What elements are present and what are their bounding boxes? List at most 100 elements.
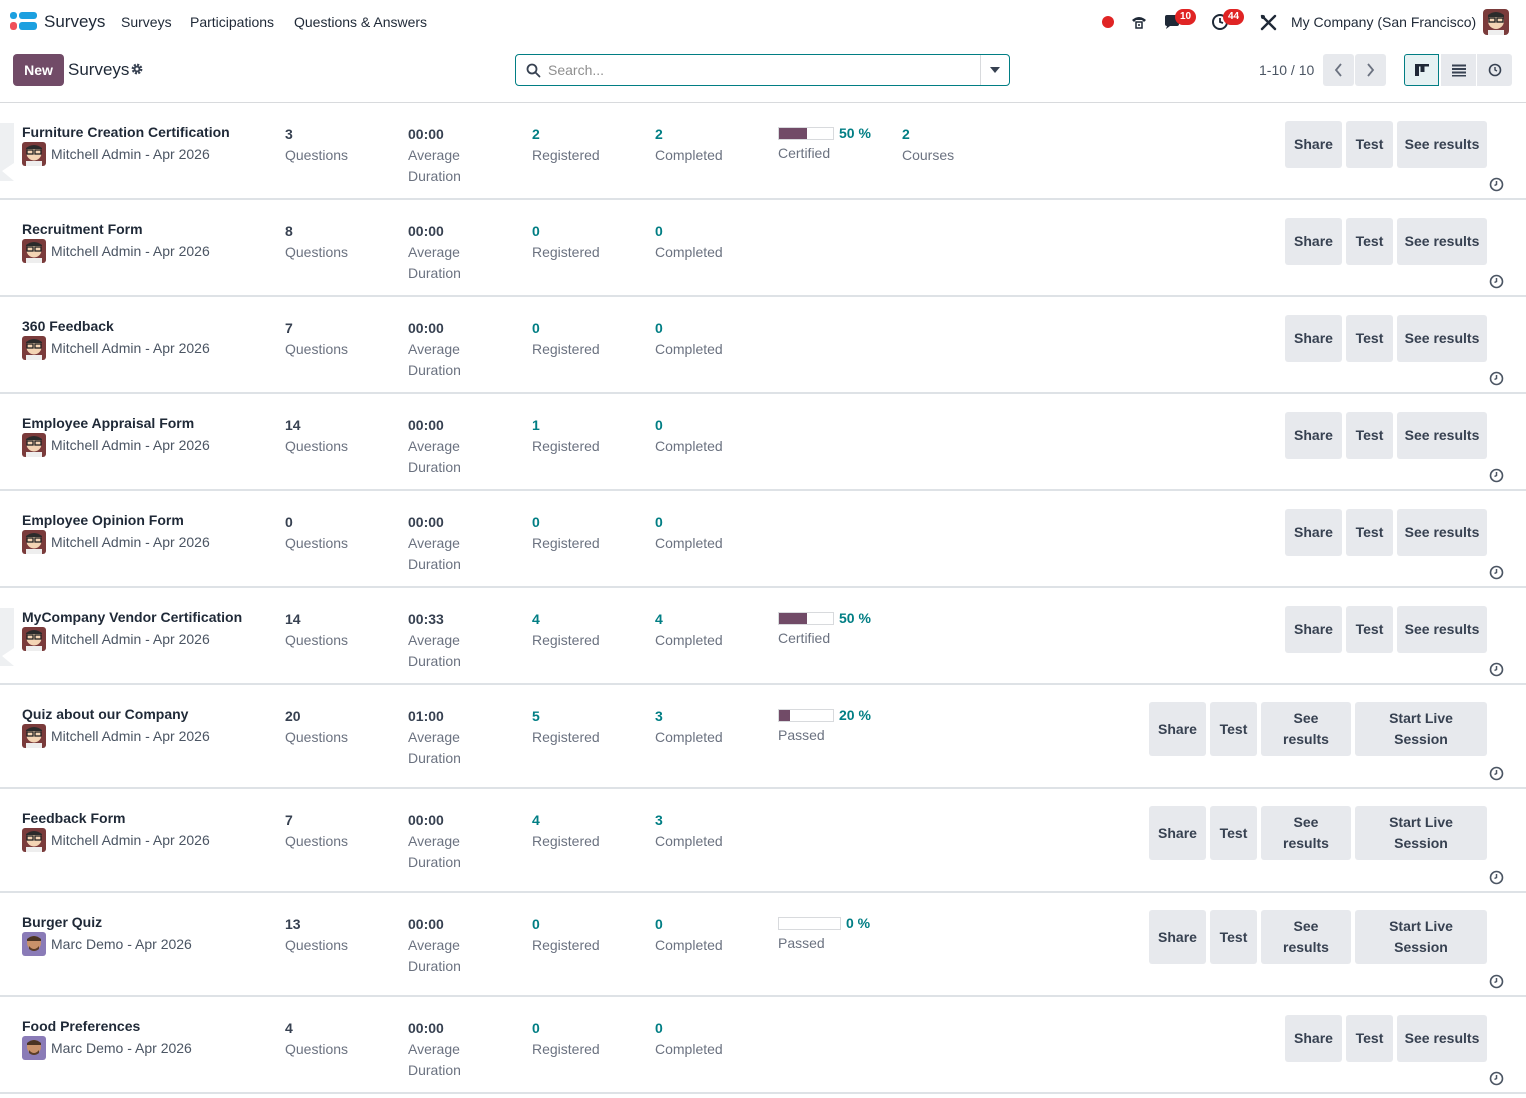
survey-title[interactable]: Quiz about our Company bbox=[22, 706, 189, 722]
registered-stat[interactable]: 5 Registered bbox=[532, 706, 600, 748]
registered-stat[interactable]: 4 Registered bbox=[532, 609, 600, 651]
completed-count[interactable]: 0 bbox=[655, 514, 663, 530]
test-button[interactable]: Test bbox=[1346, 509, 1393, 556]
survey-row[interactable]: Employee Appraisal Form Mitchell Admin - … bbox=[0, 394, 1526, 491]
activity-clock-icon[interactable] bbox=[1489, 766, 1504, 781]
share-button[interactable]: Share bbox=[1149, 910, 1206, 964]
survey-title[interactable]: Burger Quiz bbox=[22, 914, 103, 930]
activity-clock-icon[interactable] bbox=[1489, 177, 1504, 192]
completed-stat[interactable]: 4 Completed bbox=[655, 609, 723, 651]
completed-stat[interactable]: 0 Completed bbox=[655, 512, 723, 554]
survey-title[interactable]: Food Preferences bbox=[22, 1018, 141, 1034]
activity-view-button[interactable] bbox=[1477, 54, 1512, 86]
start-live-session-button[interactable]: Start Live Session bbox=[1355, 702, 1487, 756]
see-results-button[interactable]: See results bbox=[1397, 315, 1487, 362]
phone-icon[interactable] bbox=[1128, 11, 1150, 33]
registered-count[interactable]: 2 bbox=[532, 126, 540, 142]
see-results-button[interactable]: See results bbox=[1397, 509, 1487, 556]
test-button[interactable]: Test bbox=[1210, 806, 1257, 860]
app-name[interactable]: Surveys bbox=[44, 12, 106, 31]
completed-stat[interactable]: 3 Completed bbox=[655, 810, 723, 852]
start-live-session-button[interactable]: Start Live Session bbox=[1355, 806, 1487, 860]
search-bar[interactable] bbox=[515, 54, 1010, 86]
see-results-button[interactable]: See results bbox=[1397, 121, 1487, 168]
list-view-button[interactable] bbox=[1441, 54, 1476, 86]
completed-stat[interactable]: 0 Completed bbox=[655, 318, 723, 360]
test-button[interactable]: Test bbox=[1346, 606, 1393, 653]
gear-icon[interactable] bbox=[130, 62, 144, 76]
survey-title[interactable]: 360 Feedback bbox=[22, 318, 114, 334]
new-button[interactable]: New bbox=[13, 54, 64, 86]
survey-title[interactable]: Employee Appraisal Form bbox=[22, 415, 195, 431]
share-button[interactable]: Share bbox=[1285, 1015, 1342, 1062]
activity-clock-icon[interactable] bbox=[1489, 662, 1504, 677]
completed-stat[interactable]: 0 Completed bbox=[655, 415, 723, 457]
completed-stat[interactable]: 0 Completed bbox=[655, 1018, 723, 1060]
registered-stat[interactable]: 1 Registered bbox=[532, 415, 600, 457]
see-results-button[interactable]: See results bbox=[1397, 606, 1487, 653]
pager-previous-button[interactable] bbox=[1323, 54, 1354, 86]
menu-participations[interactable]: Participations bbox=[190, 14, 275, 30]
registered-count[interactable]: 4 bbox=[532, 611, 540, 627]
registered-count[interactable]: 0 bbox=[532, 223, 540, 239]
activity-clock-icon[interactable] bbox=[1489, 468, 1504, 483]
share-button[interactable]: Share bbox=[1149, 806, 1206, 860]
test-button[interactable]: Test bbox=[1346, 315, 1393, 362]
registered-count[interactable]: 0 bbox=[532, 320, 540, 336]
company-switcher[interactable]: My Company (San Francisco) bbox=[1291, 14, 1477, 30]
activity-clock-icon[interactable] bbox=[1489, 565, 1504, 580]
registered-count[interactable]: 5 bbox=[532, 708, 540, 724]
share-button[interactable]: Share bbox=[1285, 315, 1342, 362]
survey-row[interactable]: MyCompany Vendor Certification Mitchell A… bbox=[0, 588, 1526, 685]
survey-title[interactable]: Furniture Creation Certification bbox=[22, 124, 230, 140]
survey-row[interactable]: Furniture Creation Certification Mitchell… bbox=[0, 103, 1526, 200]
survey-row[interactable]: Feedback Form Mitchell Admin - Apr 2026 7 Q… bbox=[0, 789, 1526, 893]
registered-stat[interactable]: 0 Registered bbox=[532, 318, 600, 360]
survey-row[interactable]: Quiz about our Company Mitchell Admin - A… bbox=[0, 685, 1526, 789]
registered-count[interactable]: 0 bbox=[532, 1020, 540, 1036]
registered-count[interactable]: 0 bbox=[532, 514, 540, 530]
completed-count[interactable]: 0 bbox=[655, 916, 663, 932]
share-button[interactable]: Share bbox=[1149, 702, 1206, 756]
registered-stat[interactable]: 0 Registered bbox=[532, 512, 600, 554]
see-results-button[interactable]: See results bbox=[1397, 218, 1487, 265]
survey-row[interactable]: Burger Quiz Marc Demo - Apr 2026 13 Questio… bbox=[0, 893, 1526, 997]
search-input[interactable] bbox=[548, 56, 978, 84]
share-button[interactable]: Share bbox=[1285, 509, 1342, 556]
see-results-button[interactable]: See results bbox=[1397, 412, 1487, 459]
survey-title[interactable]: Feedback Form bbox=[22, 810, 126, 826]
app-grid-icon[interactable] bbox=[10, 12, 38, 32]
registered-stat[interactable]: 0 Registered bbox=[532, 1018, 600, 1060]
activity-clock-icon[interactable] bbox=[1489, 371, 1504, 386]
survey-row[interactable]: Recruitment Form Mitchell Admin - Apr 202… bbox=[0, 200, 1526, 297]
activity-clock-icon[interactable] bbox=[1489, 870, 1504, 885]
test-button[interactable]: Test bbox=[1210, 702, 1257, 756]
share-button[interactable]: Share bbox=[1285, 606, 1342, 653]
registered-count[interactable]: 4 bbox=[532, 812, 540, 828]
completed-count[interactable]: 0 bbox=[655, 223, 663, 239]
completed-count[interactable]: 3 bbox=[655, 812, 663, 828]
test-button[interactable]: Test bbox=[1346, 412, 1393, 459]
test-button[interactable]: Test bbox=[1346, 218, 1393, 265]
survey-title[interactable]: Employee Opinion Form bbox=[22, 512, 184, 528]
completed-count[interactable]: 0 bbox=[655, 1020, 663, 1036]
see-results-button[interactable]: See results bbox=[1261, 910, 1351, 964]
completed-count[interactable]: 2 bbox=[655, 126, 663, 142]
activity-clock-icon[interactable] bbox=[1489, 1071, 1504, 1086]
search-options-toggle[interactable] bbox=[980, 55, 1009, 85]
completed-count[interactable]: 0 bbox=[655, 417, 663, 433]
completed-count[interactable]: 3 bbox=[655, 708, 663, 724]
test-button[interactable]: Test bbox=[1346, 121, 1393, 168]
share-button[interactable]: Share bbox=[1285, 412, 1342, 459]
survey-row[interactable]: Employee Opinion Form Mitchell Admin - Ap… bbox=[0, 491, 1526, 588]
pager-next-button[interactable] bbox=[1355, 54, 1386, 86]
completed-count[interactable]: 0 bbox=[655, 320, 663, 336]
recording-dot-icon[interactable] bbox=[1102, 16, 1114, 28]
survey-title[interactable]: Recruitment Form bbox=[22, 221, 143, 237]
registered-count[interactable]: 0 bbox=[532, 916, 540, 932]
share-button[interactable]: Share bbox=[1285, 218, 1342, 265]
survey-title[interactable]: MyCompany Vendor Certification bbox=[22, 609, 243, 625]
user-avatar[interactable] bbox=[1483, 9, 1509, 35]
registered-stat[interactable]: 4 Registered bbox=[532, 810, 600, 852]
survey-row[interactable]: Food Preferences Marc Demo - Apr 2026 4 Que… bbox=[0, 997, 1526, 1094]
